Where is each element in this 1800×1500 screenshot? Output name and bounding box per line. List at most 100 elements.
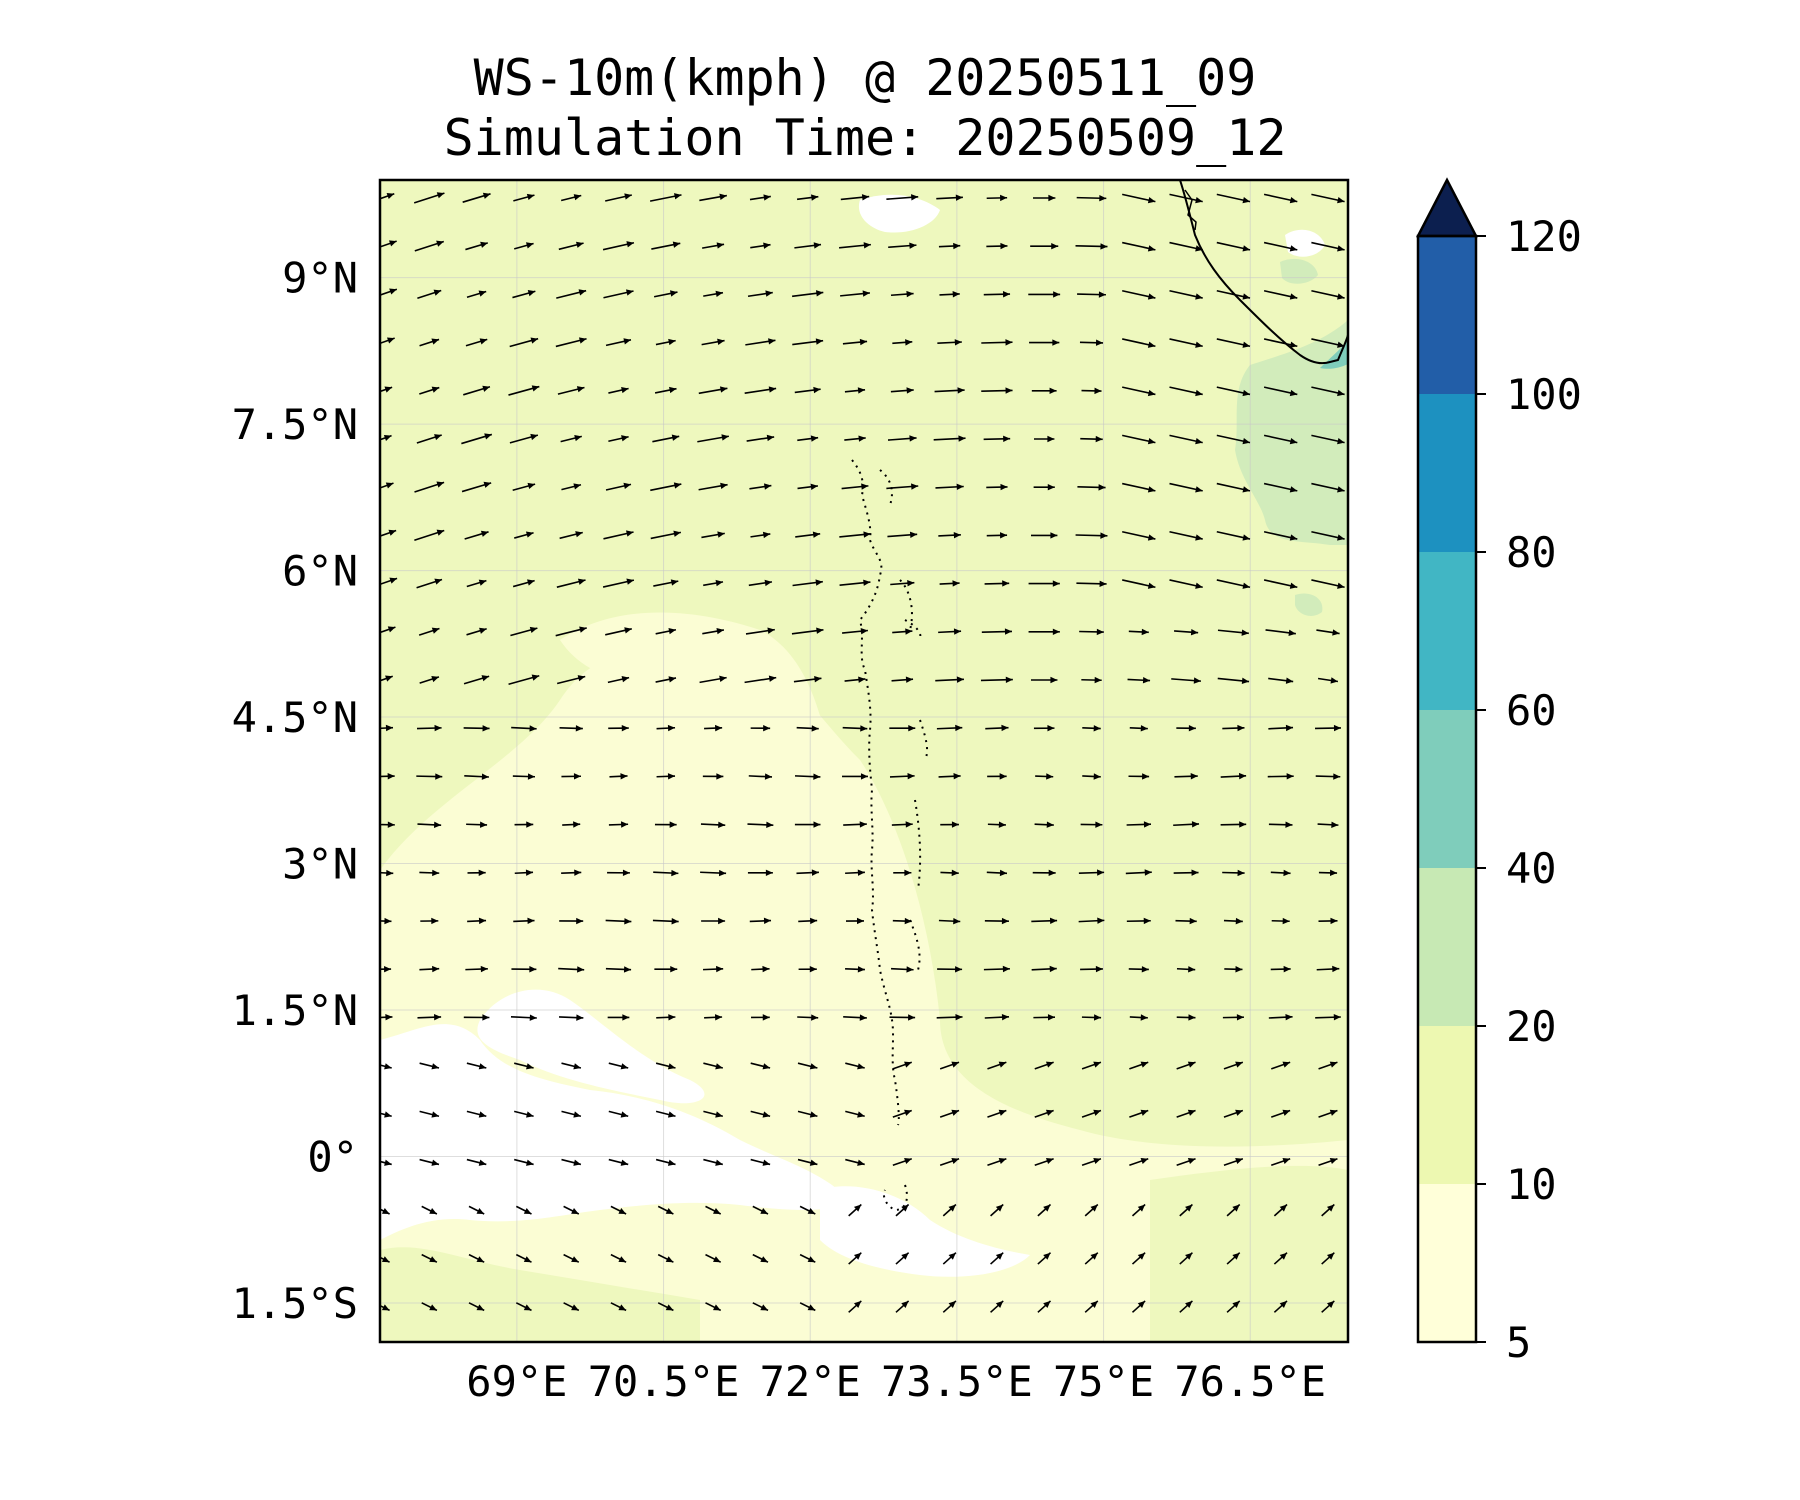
wind-vector-head [670,965,678,973]
wind-vector-head [571,1353,579,1359]
wind-vector-head [716,242,725,249]
wind-vector-head [621,676,630,683]
wind-vector-head [714,1014,723,1021]
lat-tick-label: 7.5°N [232,400,358,449]
wind-vector-head [525,869,534,876]
wind-vector-head [1045,1061,1054,1068]
wind-vector-head [482,725,490,732]
wind-vector-head [1043,1252,1051,1260]
wind-vector-head [901,1204,909,1212]
wind-vector-head [1195,438,1203,445]
wind-vector-head [1147,389,1156,397]
wind-vector-head [1140,1109,1149,1116]
wind-vector-head [529,626,538,634]
wind-vector-head [1282,1157,1291,1165]
wind-vector-head [381,1208,390,1215]
wind-vector-head [387,773,395,780]
wind-vector-head [1289,245,1298,252]
wind-vector-head [1095,435,1103,443]
wind-vector-head [1327,1349,1334,1356]
wind-vector-head [384,1159,392,1166]
wind-vector-head [715,579,723,587]
wind-vector-head [384,1063,392,1070]
lat-tick-label: 1.5°S [232,1279,358,1328]
maldives-atolls-east [879,469,929,1212]
wind-vector-head [956,483,964,491]
wind-vector-head [387,626,396,633]
wind-vector-head [998,1061,1007,1068]
wind-vector-head [673,193,682,200]
wind-vector-head [523,1304,532,1311]
wind-vector-head [1048,194,1056,202]
wind-vector-head [1326,1204,1335,1212]
wind-vector-head [1237,724,1245,732]
wind-vectors [380,192,1345,1359]
wind-vector-head [671,869,679,877]
wind-vector-head [718,869,727,877]
wind-vector-head [1239,821,1247,828]
wind-vector-head [713,1208,721,1215]
wind-vector-head [858,676,866,683]
wind-vector-head [717,531,725,538]
wind-vector-head [906,387,914,394]
wind-vector-head [720,482,728,490]
wind-vector-head [1193,677,1201,684]
wind-vector-head [1147,582,1156,589]
wind-vector-head [1332,629,1340,636]
wind-vector-head [909,531,918,538]
wind-vector-head [1090,1300,1098,1308]
wind-vector-head [952,580,960,587]
wind-vector-head [1000,483,1008,491]
wind-vector-head [953,917,961,925]
wind-vector-head [571,1256,579,1263]
wind-vector-head [431,627,440,634]
wind-vector-head [1001,917,1009,925]
wind-vector-head [1289,293,1298,300]
lat-tick-label: 6°N [282,547,358,596]
wind-vector-head [1337,341,1345,348]
wind-vector-head [624,627,632,634]
wind-vector-head [1190,773,1198,780]
wind-vector-head [1288,629,1296,637]
wind-vector-head [1242,582,1251,589]
wind-vector-head [809,1159,818,1166]
wind-vector-head [814,675,822,683]
wind-vector-head [715,1111,723,1118]
wind-vector-head [525,531,534,538]
wind-vector-head [905,628,913,635]
wind-vector-head [1003,435,1011,443]
wind-vector-head [1326,1252,1335,1260]
wind-vector-head [1050,676,1058,684]
wind-vector-head [1002,965,1010,973]
wind-vector-head [763,242,771,249]
wind-vector-head [1329,1157,1338,1165]
lon-tick-label: 75°E [1053,1357,1154,1406]
wind-vector-head [1190,628,1199,636]
wind-vector-head [669,290,678,297]
wind-vector-head [1326,1300,1335,1308]
wind-vector-head [624,193,632,200]
wind-vector-head [765,290,773,297]
wind-vector-head [384,1111,392,1118]
wind-vector-head [481,773,489,780]
wind-vector-head [1289,438,1298,445]
wind-vector-head [1235,1109,1243,1116]
wind-vector-head [764,773,773,780]
wind-vector-head [717,338,725,345]
wind-vector-head [1232,1300,1240,1308]
wind-vector-head [1051,243,1059,250]
wind-vector-head [858,435,866,442]
wind-vector-head [760,1304,769,1311]
wind-vector-head [672,241,681,248]
wind-vector-head [1333,773,1341,780]
wind-vector-head [901,1349,908,1356]
wind-vector-head [671,434,680,441]
wind-vector-head [1236,1014,1244,1021]
wind-vector-head [433,1014,442,1021]
wind-vector-head [995,1204,1004,1212]
wind-vector-head [1235,966,1243,973]
wind-vector-head [948,1204,956,1212]
wind-vector-head [1043,1349,1050,1356]
wind-vector-head [857,387,866,394]
field-calm-patch-west [380,1024,850,1240]
